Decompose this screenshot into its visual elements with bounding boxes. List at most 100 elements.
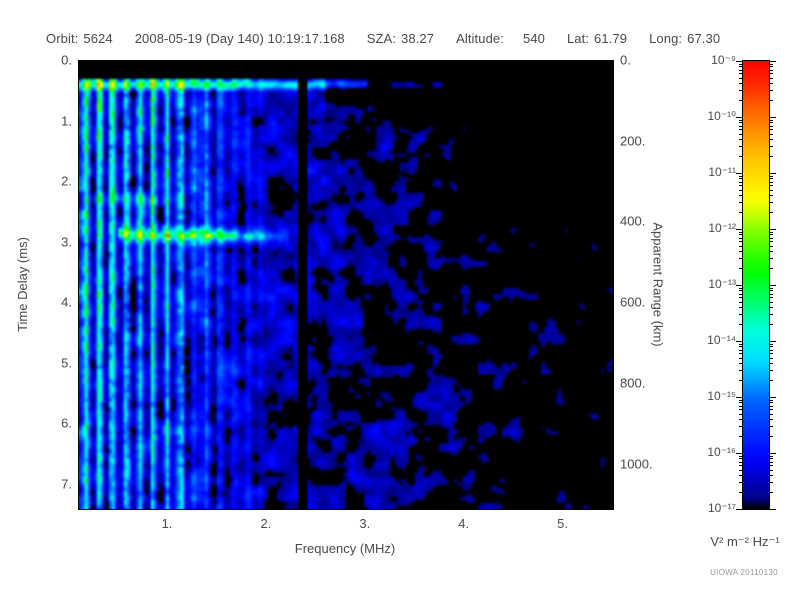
colorbar-tick-minor [769, 455, 773, 457]
colorbar-tick-major [769, 173, 776, 174]
colorbar-tick-minor [739, 409, 743, 411]
colorbar-tick-minor [769, 482, 773, 484]
colorbar-tick-minor [739, 231, 743, 233]
colorbar-tick-minor [769, 426, 773, 428]
right-tick-minor [613, 162, 614, 163]
colorbar-tick-minor [769, 185, 773, 187]
colorbar-tick-minor [739, 175, 743, 177]
colorbar-tick-minor [739, 426, 743, 428]
colorbar-tick-minor [739, 212, 743, 214]
right-tick-major [613, 61, 614, 62]
x-tick-major [168, 509, 169, 510]
colorbar-tick-major [769, 397, 776, 398]
y-axis-tick-label: 5. [61, 355, 72, 371]
x-tick-minor [376, 509, 377, 510]
altitude-field: Altitude: 540 [456, 31, 545, 46]
right-tick-minor [613, 364, 614, 365]
colorbar-tick-major [736, 509, 743, 510]
colorbar-tick-minor [769, 363, 773, 365]
colorbar-tick-minor [769, 231, 773, 233]
x-axis-tick-labels: 1. 2. 3. 4. 5. [78, 516, 612, 536]
x-tick-minor [237, 509, 238, 510]
colorbar-tick-minor [739, 380, 743, 382]
right-axis-tick-label: 1000. [620, 456, 653, 472]
x-tick-minor [109, 509, 110, 510]
right-axis-title-text: Apparent Range (km) [650, 221, 666, 347]
colorbar-tick-minor [739, 156, 743, 158]
colorbar-tick-minor [739, 129, 743, 131]
y-axis-tick-label: 3. [61, 234, 72, 250]
x-tick-minor [119, 509, 120, 510]
colorbar-tick-minor [739, 343, 743, 345]
colorbar-tick-major [736, 285, 743, 286]
right-tick-minor [613, 81, 614, 82]
y-axis-tick-label: 1. [61, 113, 72, 129]
right-tick-minor [613, 243, 614, 244]
colorbar-tick-label: 10⁻¹⁵ [707, 389, 736, 403]
colorbar-tick-major [769, 453, 776, 454]
colorbar-tick-minor [739, 125, 743, 127]
x-tick-minor [445, 509, 446, 510]
colorbar-tick-minor [769, 100, 773, 102]
spectrogram-canvas [79, 61, 613, 509]
right-tick-minor [613, 444, 614, 445]
altitude-label: Altitude: [456, 30, 504, 46]
colorbar-tick-minor [769, 90, 773, 92]
x-tick-minor [415, 509, 416, 510]
colorbar-tick-minor [739, 399, 743, 401]
x-tick-minor [534, 509, 535, 510]
colorbar-tick-label: 10⁻⁹ [711, 53, 736, 67]
colorbar-tick-minor [769, 293, 773, 295]
colorbar-tick-minor [769, 324, 773, 326]
colorbar-tick-minor [739, 353, 743, 355]
colorbar-tick-minor [769, 458, 773, 460]
colorbar-tick-minor [739, 119, 743, 121]
colorbar-tick-minor [739, 258, 743, 260]
x-axis-tick-label: 4. [458, 516, 470, 531]
colorbar-tick-minor [769, 419, 773, 421]
right-tick-major [613, 465, 614, 466]
colorbar-tick-major [769, 509, 776, 510]
colorbar-tick-minor [739, 363, 743, 365]
x-axis-tick-label: 1. [161, 516, 173, 531]
sza-field: SZA: 38.27 [367, 31, 434, 46]
colorbar-tick-minor [739, 314, 743, 316]
colorbar-tick-minor [769, 380, 773, 382]
x-tick-minor [494, 509, 495, 510]
right-tick-major [613, 142, 614, 143]
x-tick-minor [247, 509, 248, 510]
right-axis-tick-label: 400. [620, 213, 646, 229]
colorbar-tick-minor [769, 189, 773, 191]
colorbar-tick-major [736, 397, 743, 398]
right-tick-minor [613, 344, 614, 345]
colorbar-tick-minor [769, 346, 773, 348]
x-tick-minor [277, 509, 278, 510]
colorbar-tick-label: 10⁻¹⁶ [707, 445, 736, 459]
colorbar-tick-major [769, 61, 776, 62]
colorbar-tick-minor [739, 178, 743, 180]
spectrogram-image [79, 61, 613, 509]
colorbar-tick-minor [739, 297, 743, 299]
y-axis-tick-label: 4. [61, 294, 72, 310]
x-tick-top-minor [613, 60, 614, 61]
x-tick-minor [138, 509, 139, 510]
right-axis-tick-label: 0. [620, 52, 631, 68]
colorbar-tick-label: 10⁻¹⁷ [707, 501, 736, 515]
x-tick-minor [573, 509, 574, 510]
x-tick-minor [336, 509, 337, 510]
colorbar-tick-minor [769, 63, 773, 65]
long-label: Long: [649, 30, 683, 46]
x-tick-minor [297, 509, 298, 510]
colorbar-tick-minor [769, 195, 773, 197]
orbit-label: Orbit: [46, 30, 79, 46]
colorbar-tick-minor [769, 413, 773, 415]
colorbar-tick-minor [739, 307, 743, 309]
colorbar-tick-minor [769, 343, 773, 345]
colorbar-tick-minor [769, 307, 773, 309]
x-tick-minor [188, 509, 189, 510]
colorbar-tick-minor [739, 405, 743, 407]
colorbar-tick-label: 10⁻¹¹ [708, 165, 736, 179]
colorbar-tick-minor [739, 465, 743, 467]
x-tick-minor [583, 509, 584, 510]
